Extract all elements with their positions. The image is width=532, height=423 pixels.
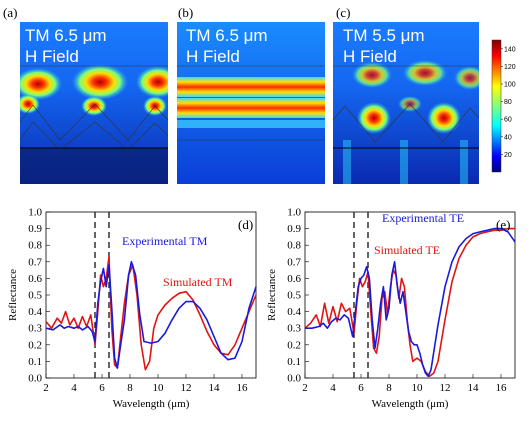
y-tick-label: 0.5 <box>287 290 301 302</box>
colorbar-tick-label: 40 <box>504 134 512 141</box>
y-tick-label: 0.6 <box>28 273 42 285</box>
y-tick-label: 0.0 <box>28 373 42 385</box>
series-line-simulated <box>45 255 257 371</box>
panel-label-c: (c) <box>336 5 350 20</box>
x-tick-label: 14 <box>468 382 480 394</box>
x-tick-label: 2 <box>43 382 49 394</box>
series-annotation-simulated: Simulated TE <box>374 243 440 257</box>
y-tick-label: 0.2 <box>287 339 301 351</box>
x-tick-label: 16 <box>496 382 508 394</box>
y-tick-label: 0.6 <box>287 273 301 285</box>
y-tick-label: 0.4 <box>287 306 301 318</box>
series-annotation-experimental: Experimental TE <box>382 211 464 225</box>
x-tick-label: 14 <box>209 382 221 394</box>
x-tick-label: 4 <box>330 382 336 394</box>
field-map-a: (a) TM 6.5 μm H Field <box>3 5 169 184</box>
field-map-c: (c) TM 5.5 μm H Field <box>332 5 480 184</box>
x-tick-label: 6 <box>99 382 105 394</box>
y-axis-label: Reflectance <box>7 269 19 321</box>
x-tick-label: 12 <box>181 382 192 394</box>
colorbar-tick-label: 140 <box>504 46 516 53</box>
field-map-b: (b) TM 6.5 μm H Field <box>177 5 325 184</box>
colorbar-tick-label: 80 <box>504 99 512 106</box>
x-tick-label: 10 <box>153 382 165 394</box>
x-tick-label: 6 <box>358 382 364 394</box>
x-tick-label: 8 <box>386 382 392 394</box>
series-line-experimental <box>45 260 257 369</box>
reflectance-chart-tm: 0.0 0.1 0.2 0.3 0.4 0.5 0.6 0.7 0.8 0.9 1.0 2 4 6 8 10 1… <box>7 207 257 410</box>
x-tick-label: 2 <box>302 382 308 394</box>
colorbar: 20 40 60 80 100 120 140 <box>491 39 516 173</box>
y-tick-label: 0.3 <box>287 323 301 335</box>
y-tick-label: 0.4 <box>28 306 42 318</box>
colorbar-tick-label: 100 <box>504 82 516 89</box>
panel-subtitle-b: H Field <box>186 47 240 66</box>
x-axis-label: Wavelength (μm) <box>113 398 190 410</box>
y-tick-label: 0.2 <box>28 339 42 351</box>
y-tick-label: 0.3 <box>28 323 42 335</box>
y-tick-label: 0.8 <box>28 240 42 252</box>
panel-label-a: (a) <box>3 5 17 20</box>
panel-label-b: (b) <box>178 5 193 20</box>
y-tick-label: 0.5 <box>28 290 42 302</box>
x-tick-label: 10 <box>412 382 424 394</box>
panel-title-c: TM 5.5 μm <box>343 26 425 45</box>
series-annotation-simulated: Simulated TM <box>163 275 233 289</box>
panel-subtitle-a: H Field <box>25 47 79 66</box>
y-tick-label: 0.0 <box>287 373 301 385</box>
plot-frame <box>304 211 516 379</box>
x-tick-label: 12 <box>440 382 451 394</box>
y-tick-label: 1.0 <box>287 207 301 219</box>
reflectance-chart-te: 0.0 0.1 0.2 0.3 0.4 0.5 0.6 0.7 0.8 0.9 1.0 2 4 6 8 10 1… <box>266 207 516 410</box>
x-tick-label: 4 <box>71 382 77 394</box>
panel-label: (e) <box>496 217 510 232</box>
x-tick-label: 8 <box>127 382 133 394</box>
y-axis-label: Reflectance <box>266 269 278 321</box>
y-tick-label: 0.9 <box>28 223 42 235</box>
panel-label: (d) <box>238 217 253 232</box>
y-tick-label: 0.7 <box>28 256 42 268</box>
series-annotation-experimental: Experimental TM <box>122 234 208 248</box>
x-axis-label: Wavelength (μm) <box>372 398 449 410</box>
panel-subtitle-c: H Field <box>343 47 397 66</box>
colorbar-tick-label: 20 <box>504 152 512 159</box>
x-tick-label: 16 <box>237 382 249 394</box>
panel-title-a: TM 6.5 μm <box>25 26 107 45</box>
colorbar-tick-label: 60 <box>504 117 512 124</box>
y-tick-label: 0.1 <box>28 356 42 368</box>
y-tick-label: 0.7 <box>287 256 301 268</box>
y-tick-label: 0.1 <box>287 356 301 368</box>
series-line-experimental <box>305 227 516 378</box>
y-tick-label: 1.0 <box>28 207 42 219</box>
panel-title-b: TM 6.5 μm <box>186 26 268 45</box>
y-tick-label: 0.9 <box>287 223 301 235</box>
colorbar-tick-label: 120 <box>504 64 516 71</box>
y-tick-label: 0.8 <box>287 240 301 252</box>
